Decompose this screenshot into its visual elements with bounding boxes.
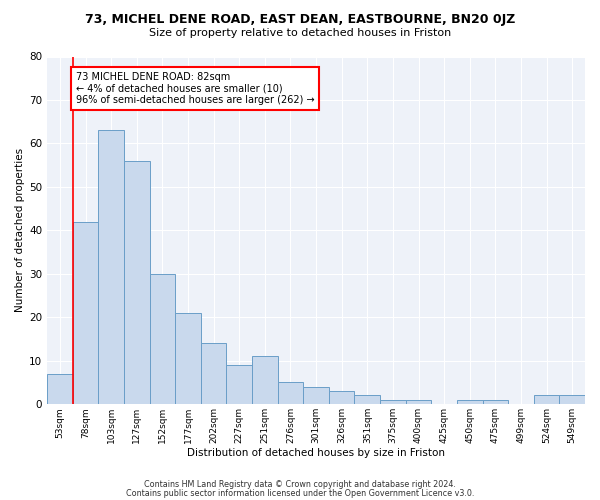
Bar: [226, 365, 252, 404]
Bar: [124, 161, 149, 404]
Bar: [47, 374, 73, 404]
Text: Contains public sector information licensed under the Open Government Licence v3: Contains public sector information licen…: [126, 488, 474, 498]
Bar: [278, 382, 303, 404]
Bar: [252, 356, 278, 404]
Text: 73, MICHEL DENE ROAD, EAST DEAN, EASTBOURNE, BN20 0JZ: 73, MICHEL DENE ROAD, EAST DEAN, EASTBOU…: [85, 12, 515, 26]
Text: Size of property relative to detached houses in Friston: Size of property relative to detached ho…: [149, 28, 451, 38]
Y-axis label: Number of detached properties: Number of detached properties: [15, 148, 25, 312]
Bar: [534, 396, 559, 404]
Bar: [149, 274, 175, 404]
Bar: [355, 396, 380, 404]
Text: 73 MICHEL DENE ROAD: 82sqm
← 4% of detached houses are smaller (10)
96% of semi-: 73 MICHEL DENE ROAD: 82sqm ← 4% of detac…: [76, 72, 314, 105]
Bar: [303, 387, 329, 404]
Bar: [482, 400, 508, 404]
Text: Contains HM Land Registry data © Crown copyright and database right 2024.: Contains HM Land Registry data © Crown c…: [144, 480, 456, 489]
Bar: [380, 400, 406, 404]
Bar: [559, 396, 585, 404]
Bar: [406, 400, 431, 404]
X-axis label: Distribution of detached houses by size in Friston: Distribution of detached houses by size …: [187, 448, 445, 458]
Bar: [457, 400, 482, 404]
Bar: [73, 222, 98, 404]
Bar: [329, 391, 355, 404]
Bar: [98, 130, 124, 404]
Bar: [201, 344, 226, 404]
Bar: [175, 313, 201, 404]
